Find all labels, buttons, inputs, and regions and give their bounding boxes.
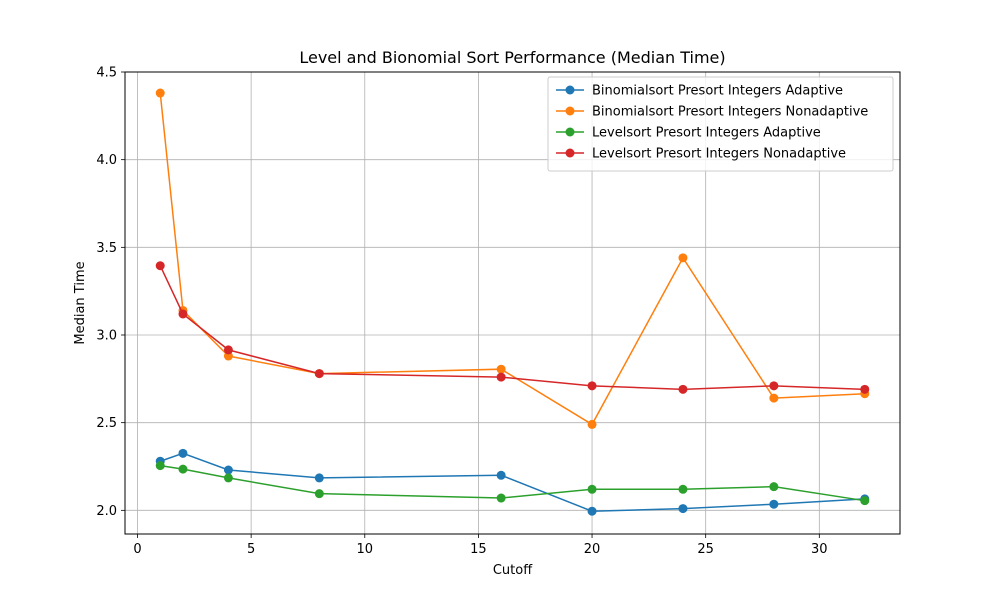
data-point xyxy=(587,506,597,516)
series-line xyxy=(159,265,865,391)
y-tick-label: 3.0 xyxy=(96,328,117,343)
x-tick-label: 0 xyxy=(133,542,141,557)
data-point xyxy=(223,473,233,483)
data-point xyxy=(314,489,324,499)
data-point xyxy=(587,381,597,391)
series-group xyxy=(155,261,870,394)
legend-entry-label: Levelsort Presort Integers Nonadaptive xyxy=(592,147,846,162)
data-point xyxy=(496,364,506,374)
data-point xyxy=(860,384,870,394)
y-tick-label: 2.0 xyxy=(96,504,117,519)
data-point xyxy=(587,419,597,429)
data-point xyxy=(678,504,688,514)
x-tick-label: 10 xyxy=(356,542,373,557)
data-point xyxy=(496,470,506,480)
axis-ticks: 0 5 10 15 20 25 30 2.0 2.5 3.0 3.5 4.0 4.5 xyxy=(96,66,827,558)
data-point xyxy=(178,448,188,458)
x-tick-label: 20 xyxy=(584,542,601,557)
legend-entry-label: Levelsort Presort Integers Adaptive xyxy=(592,126,821,141)
series-layer xyxy=(155,88,870,516)
data-point xyxy=(314,369,324,379)
data-point xyxy=(223,345,233,355)
legend-swatch-marker xyxy=(565,106,575,116)
y-tick-label: 4.5 xyxy=(96,66,117,81)
legend-swatch-marker xyxy=(565,85,575,95)
chart-title: Level and Bionomial Sort Performance (Me… xyxy=(299,48,725,67)
y-axis-label: Median Time xyxy=(73,261,88,344)
data-point xyxy=(678,384,688,394)
legend-swatch-marker xyxy=(565,127,575,137)
y-tick-label: 4.0 xyxy=(96,153,117,168)
data-point xyxy=(769,499,779,509)
series-group xyxy=(155,448,870,516)
y-tick-label: 3.5 xyxy=(96,241,117,256)
x-axis-label: Cutoff xyxy=(493,563,533,578)
y-tick-label: 2.5 xyxy=(96,416,117,431)
data-point xyxy=(769,393,779,403)
legend-entry-label: Binomialsort Presort Integers Adaptive xyxy=(592,84,843,99)
legend-entry-label: Binomialsort Presort Integers Nonadaptiv… xyxy=(592,105,868,120)
data-point xyxy=(178,464,188,474)
data-point xyxy=(223,465,233,475)
data-point xyxy=(155,261,165,271)
legend-box xyxy=(547,76,894,172)
data-point xyxy=(678,484,688,494)
data-point xyxy=(178,309,188,319)
data-point xyxy=(678,253,688,263)
plot-frame xyxy=(124,71,901,535)
data-point xyxy=(769,482,779,492)
data-point xyxy=(155,461,165,471)
data-point xyxy=(860,496,870,506)
legend-swatch-marker xyxy=(565,148,575,158)
data-point xyxy=(155,88,165,98)
x-tick-label: 30 xyxy=(811,542,828,557)
data-point xyxy=(496,372,506,382)
series-group xyxy=(155,461,870,506)
x-tick-label: 5 xyxy=(247,542,255,557)
data-point xyxy=(314,473,324,483)
data-point xyxy=(769,381,779,391)
data-point xyxy=(496,493,506,503)
legend: Binomialsort Presort Integers Adaptive Bi… xyxy=(547,76,894,172)
series-line xyxy=(159,452,865,512)
x-tick-label: 15 xyxy=(470,542,487,557)
series-line xyxy=(160,464,865,502)
data-point xyxy=(587,484,597,494)
x-tick-label: 25 xyxy=(697,542,714,557)
